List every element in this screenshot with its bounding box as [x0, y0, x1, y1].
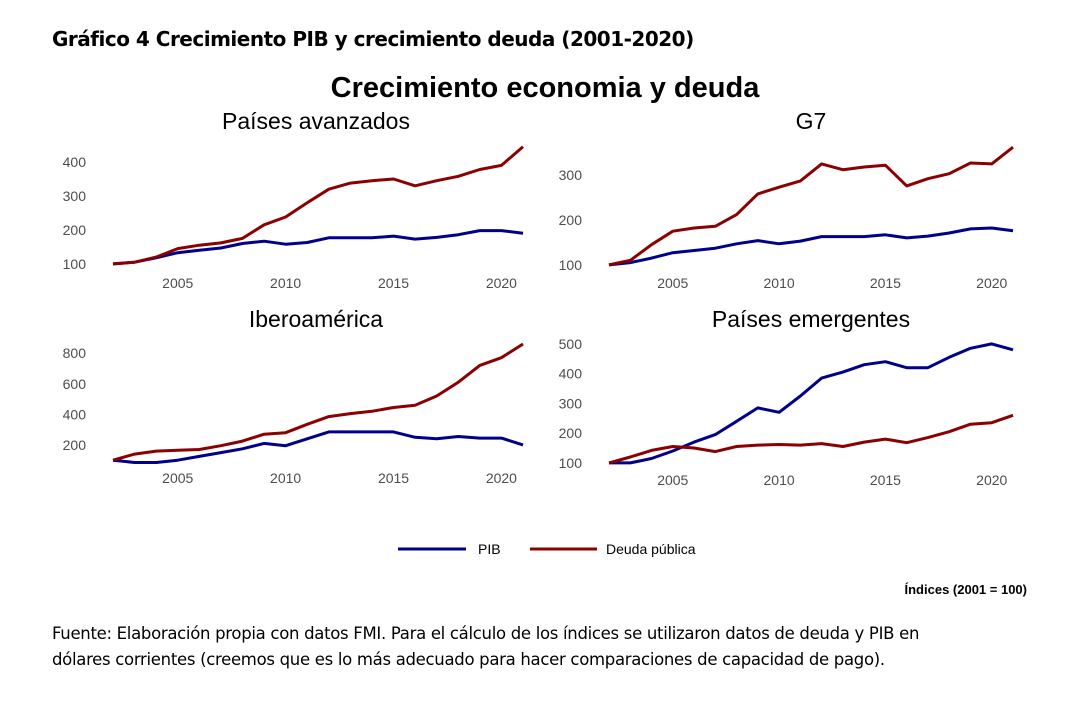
x-tick-label: 2020	[486, 275, 517, 291]
source-line-2: dólares corrientes (creemos que es lo má…	[52, 650, 885, 669]
x-tick-label: 2005	[162, 470, 193, 486]
y-tick-label: 200	[559, 212, 583, 228]
panel-title: G7	[796, 108, 827, 134]
chart-title: Crecimiento economia y deuda	[331, 72, 761, 104]
y-tick-label: 100	[559, 257, 583, 273]
panel-3: Iberoamérica 200 400 600 800 2005 2010 2015 2020	[63, 306, 524, 486]
series-line-pib	[609, 342, 1014, 465]
y-tick-label: 800	[63, 345, 87, 361]
x-tick-label: 2020	[486, 470, 517, 486]
y-tick-label: 400	[63, 154, 87, 170]
x-tick-label: 2015	[870, 275, 901, 291]
y-tick-label: 100	[63, 256, 87, 272]
x-tick-label: 2015	[378, 275, 409, 291]
series-line-deuda	[608, 146, 1014, 267]
x-tick-label: 2010	[270, 275, 301, 291]
y-tick-label: 200	[63, 437, 87, 453]
panel-2: G7 100 200 300 2005 2010 2015 2020	[559, 108, 1014, 291]
series-line-deuda	[112, 342, 524, 462]
y-tick-label: 400	[559, 366, 583, 382]
x-tick-label: 2010	[764, 275, 795, 291]
x-tick-label: 2005	[657, 472, 688, 488]
legend-label-pib: PIB	[478, 541, 501, 557]
series-line-pib	[112, 430, 524, 464]
x-tick-label: 2005	[657, 275, 688, 291]
y-tick-label: 500	[559, 336, 583, 352]
series-line-pib	[112, 229, 524, 266]
panel-4: Países emergentes 100 200 300 400 500 2005 2010…	[559, 306, 1014, 488]
x-tick-label: 2010	[270, 470, 301, 486]
series-line-pib	[608, 226, 1014, 267]
series-line-deuda	[112, 145, 524, 266]
source-line-1: Fuente: Elaboración propia con datos FMI…	[52, 624, 920, 643]
figure-title: Gráfico 4 Crecimiento PIB y crecimiento …	[52, 27, 694, 51]
x-tick-label: 2020	[976, 275, 1007, 291]
series-line-deuda	[608, 413, 1014, 465]
y-tick-label: 100	[559, 455, 583, 471]
y-tick-label: 400	[63, 406, 87, 422]
x-tick-label: 2015	[870, 472, 901, 488]
x-tick-label: 2015	[378, 470, 409, 486]
panel-title: Iberoamérica	[249, 306, 383, 332]
x-tick-label: 2005	[162, 275, 193, 291]
index-note: Índices (2001 = 100)	[904, 582, 1028, 597]
y-tick-label: 600	[63, 376, 87, 392]
panel-title: Países emergentes	[712, 306, 910, 332]
y-tick-label: 300	[63, 188, 87, 204]
legend: PIB Deuda pública	[398, 541, 696, 557]
y-tick-label: 300	[559, 395, 583, 411]
y-tick-label: 200	[559, 425, 583, 441]
legend-label-deuda: Deuda pública	[606, 541, 696, 557]
x-tick-label: 2010	[764, 472, 795, 488]
panel-1: Países avanzados 100 200 300 400 2005 2010 2015…	[63, 108, 524, 291]
panel-title: Países avanzados	[222, 108, 410, 134]
y-tick-label: 200	[63, 222, 87, 238]
y-tick-label: 300	[559, 167, 583, 183]
x-tick-label: 2020	[976, 472, 1007, 488]
